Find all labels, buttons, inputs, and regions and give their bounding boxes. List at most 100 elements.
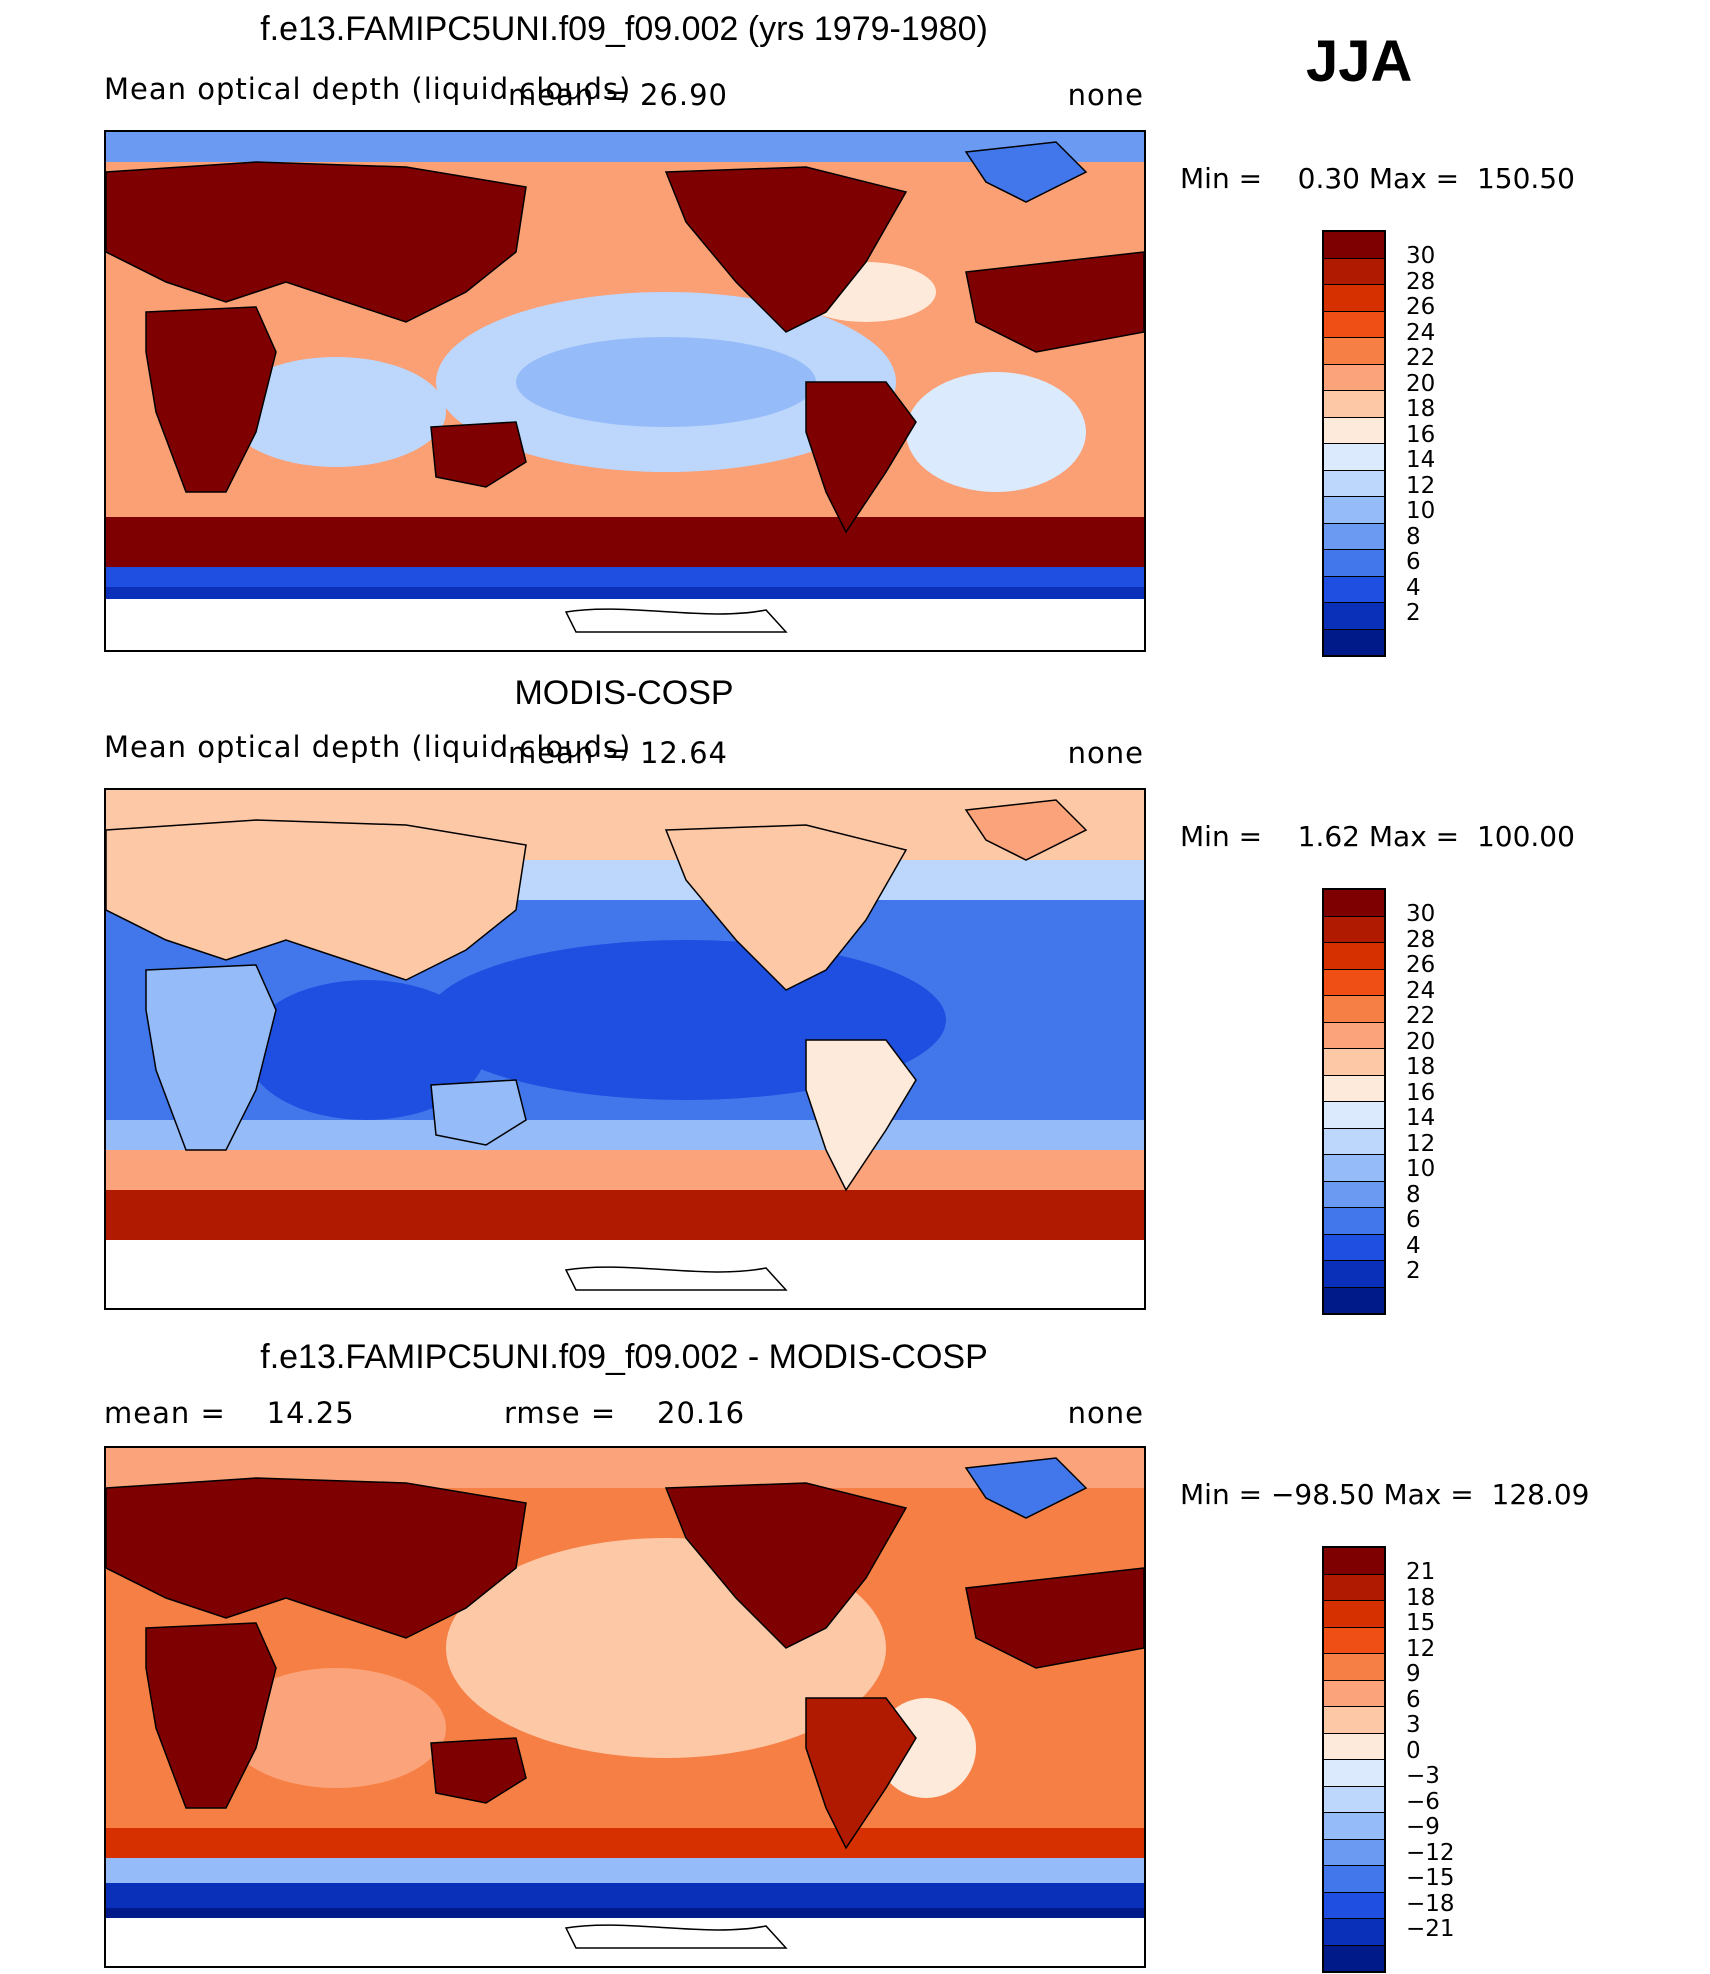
colorbar-label: 18 bbox=[1406, 1054, 1436, 1080]
panel-3-units-label: none bbox=[1067, 1396, 1144, 1430]
colorbar-box bbox=[1324, 417, 1384, 444]
colorbar-label: 22 bbox=[1406, 345, 1436, 371]
colorbar-box bbox=[1324, 1102, 1384, 1129]
colorbar-label: 18 bbox=[1406, 1584, 1436, 1611]
colorbar-box bbox=[1324, 1627, 1384, 1654]
colorbar-label: 6 bbox=[1406, 1207, 1421, 1233]
colorbar-label: −21 bbox=[1406, 1916, 1455, 1942]
colorbar-box bbox=[1324, 523, 1384, 550]
colorbar-box bbox=[1324, 1839, 1384, 1866]
panel-2-colorbar bbox=[1322, 888, 1386, 1315]
colorbar-label: 22 bbox=[1406, 1003, 1436, 1029]
colorbar-label: 26 bbox=[1406, 294, 1436, 320]
colorbar-label: 10 bbox=[1406, 498, 1436, 524]
colorbar-label: 18 bbox=[1406, 396, 1436, 422]
panel-1-minmax: Min = 0.30 Max = 150.50 bbox=[1180, 162, 1575, 195]
colorbar-label: 4 bbox=[1406, 574, 1421, 601]
colorbar-box bbox=[1324, 943, 1384, 970]
panel-3-title: f.e13.FAMIPC5UNI.f09_f09.002 - MODIS-COS… bbox=[260, 1338, 988, 1376]
panel-1-map-plot bbox=[106, 132, 1144, 650]
colorbar-box bbox=[1324, 1919, 1384, 1946]
colorbar-box bbox=[1324, 444, 1384, 471]
panel-2-minmax: Min = 1.62 Max = 100.00 bbox=[1180, 820, 1575, 853]
panel-1-variable-label: Mean optical depth (liquid clouds) bbox=[104, 72, 632, 106]
colorbar-box bbox=[1324, 1813, 1384, 1840]
colorbar-box bbox=[1324, 1234, 1384, 1261]
colorbar-box bbox=[1324, 576, 1384, 603]
colorbar-label: 30 bbox=[1406, 243, 1436, 269]
panel-2-variable-label: Mean optical depth (liquid clouds) bbox=[104, 730, 632, 764]
panel-3-mean-label: mean = 14.25 bbox=[104, 1396, 355, 1430]
panel-2-units-label: none bbox=[1067, 736, 1144, 770]
colorbar-box bbox=[1324, 391, 1384, 418]
colorbar-label: 12 bbox=[1406, 1130, 1436, 1157]
colorbar-box bbox=[1324, 890, 1384, 917]
colorbar-label: 3 bbox=[1406, 1712, 1421, 1738]
colorbar-box bbox=[1324, 629, 1384, 655]
colorbar-label: −15 bbox=[1406, 1865, 1455, 1891]
colorbar-label: 16 bbox=[1406, 1079, 1436, 1106]
season-label: JJA bbox=[1306, 29, 1413, 94]
colorbar-box bbox=[1324, 311, 1384, 338]
colorbar-label: 24 bbox=[1406, 977, 1436, 1004]
colorbar-label: 0 bbox=[1406, 1737, 1421, 1764]
colorbar-label: −12 bbox=[1406, 1839, 1455, 1866]
panel-2-mean-label: mean = 12.64 bbox=[508, 736, 728, 770]
colorbar-box bbox=[1324, 1574, 1384, 1601]
colorbar-box bbox=[1324, 1733, 1384, 1760]
panel-1-units-label: none bbox=[1067, 78, 1144, 112]
panel-3-colorbar bbox=[1322, 1546, 1386, 1973]
colorbar-box bbox=[1324, 1866, 1384, 1893]
colorbar-box bbox=[1324, 969, 1384, 996]
colorbar-box bbox=[1324, 1786, 1384, 1813]
colorbar-label: 8 bbox=[1406, 523, 1421, 550]
colorbar-label: 2 bbox=[1406, 1258, 1421, 1284]
colorbar-box bbox=[1324, 1128, 1384, 1155]
colorbar-label: 6 bbox=[1406, 549, 1421, 575]
colorbar-box bbox=[1324, 232, 1384, 259]
colorbar-box bbox=[1324, 1945, 1384, 1971]
colorbar-label: −18 bbox=[1406, 1890, 1455, 1917]
panel-2-map bbox=[104, 788, 1146, 1310]
panel-2-map-plot bbox=[106, 790, 1144, 1308]
colorbar-box bbox=[1324, 1654, 1384, 1681]
colorbar-box bbox=[1324, 1707, 1384, 1734]
colorbar-label: 20 bbox=[1406, 1028, 1436, 1055]
colorbar-label: −9 bbox=[1406, 1814, 1440, 1840]
colorbar-box bbox=[1324, 1760, 1384, 1787]
colorbar-box bbox=[1324, 1261, 1384, 1288]
colorbar-box bbox=[1324, 1892, 1384, 1919]
panel-3-minmax: Min = −98.50 Max = 128.09 bbox=[1180, 1478, 1590, 1511]
colorbar-box bbox=[1324, 1208, 1384, 1235]
colorbar-box bbox=[1324, 550, 1384, 577]
colorbar-box bbox=[1324, 1181, 1384, 1208]
colorbar-box bbox=[1324, 1049, 1384, 1076]
colorbar-label: 12 bbox=[1406, 1635, 1436, 1662]
colorbar-box bbox=[1324, 996, 1384, 1023]
colorbar-label: −6 bbox=[1406, 1788, 1440, 1815]
colorbar-label: 24 bbox=[1406, 319, 1436, 346]
colorbar-label: 12 bbox=[1406, 472, 1436, 499]
colorbar-label: 30 bbox=[1406, 901, 1436, 927]
colorbar-label: 6 bbox=[1406, 1686, 1421, 1713]
colorbar-label: −3 bbox=[1406, 1763, 1440, 1789]
panel-1-colorbar bbox=[1322, 230, 1386, 657]
colorbar-box bbox=[1324, 285, 1384, 312]
colorbar-box bbox=[1324, 916, 1384, 943]
colorbar-box bbox=[1324, 1680, 1384, 1707]
colorbar-label: 4 bbox=[1406, 1232, 1421, 1259]
panel-3-rmse-label: rmse = 20.16 bbox=[504, 1396, 746, 1430]
colorbar-box bbox=[1324, 470, 1384, 497]
colorbar-box bbox=[1324, 338, 1384, 365]
colorbar-box bbox=[1324, 1287, 1384, 1313]
colorbar-label: 9 bbox=[1406, 1661, 1421, 1687]
colorbar-label: 21 bbox=[1406, 1559, 1436, 1585]
colorbar-box bbox=[1324, 1548, 1384, 1575]
colorbar-box bbox=[1324, 603, 1384, 630]
colorbar-box bbox=[1324, 1022, 1384, 1049]
colorbar-label: 10 bbox=[1406, 1156, 1436, 1182]
colorbar-label: 16 bbox=[1406, 421, 1436, 448]
colorbar-label: 14 bbox=[1406, 1105, 1436, 1131]
panel-2-title: MODIS-COSP bbox=[514, 674, 734, 712]
colorbar-label: 28 bbox=[1406, 268, 1436, 295]
